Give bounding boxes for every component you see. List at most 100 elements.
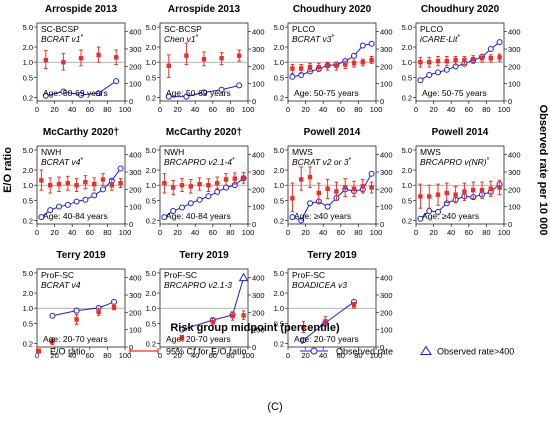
panel-title: Choudhury 2020	[293, 4, 372, 15]
x-tick-label: 100	[370, 351, 383, 360]
cohort-label: MWS	[292, 147, 313, 157]
x-tick-label: 0	[35, 105, 39, 114]
y-tick-label: 5.0	[23, 23, 33, 32]
eo-ratio-marker	[39, 178, 44, 183]
x-axis-label: Risk group midpoint (percentile)	[170, 322, 340, 334]
x-tick-label: 20	[301, 351, 309, 360]
panel-title: McCarthy 2020†	[43, 127, 119, 138]
y-tick-label: 0.5	[23, 319, 33, 328]
y2-tick-label: 100	[508, 203, 521, 212]
model-label: BRCAPRO v2.1-4*	[164, 157, 235, 167]
eo-ratio-marker	[488, 186, 493, 191]
eo-ratio-marker	[325, 63, 330, 68]
legend-label: Observed rate	[336, 347, 393, 357]
chart-panel: Arrospide 20130.20.51.02.05.001002003004…	[23, 4, 142, 114]
y2-tick-label: 0	[252, 220, 256, 229]
y2-tick-label: 300	[508, 168, 521, 177]
legend-item: Observed rate>400	[420, 345, 514, 357]
model-label: BCRAT v4	[41, 280, 81, 290]
eo-ratio-marker	[479, 187, 485, 193]
observed-rate-marker	[443, 66, 450, 73]
eo-ratio-marker	[241, 175, 246, 181]
y-tick-label: 5.0	[146, 23, 156, 32]
y-tick-label: 0.5	[402, 196, 412, 205]
model-label: BCRAT v4*	[41, 157, 84, 167]
eo-ratio-marker	[50, 339, 55, 344]
x-tick-label: 100	[119, 228, 132, 237]
eo-ratio-marker	[453, 192, 458, 197]
x-tick-label: 100	[119, 351, 132, 360]
y-tick-label: 0.5	[23, 73, 33, 82]
y2-tick-label: 400	[508, 28, 521, 37]
x-tick-label: 60	[209, 351, 217, 360]
y-tick-label: 2.0	[274, 289, 284, 298]
chart-panel: Powell 20140.20.51.02.05.001002003004000…	[402, 127, 521, 237]
observed-rate-marker	[359, 42, 366, 49]
eo-ratio-marker	[323, 319, 328, 324]
y-tick-label: 0.2	[274, 93, 284, 102]
x-tick-label: 100	[242, 228, 255, 237]
model-label: BCRAT v2 or 3*	[292, 157, 352, 167]
chart-panel: Choudhury 20200.20.51.02.05.001002003004…	[402, 4, 521, 114]
panel-title: Powell 2014	[432, 127, 489, 138]
eo-ratio-marker	[171, 185, 176, 190]
observed-rate-marker	[183, 93, 190, 100]
eo-ratio-marker	[351, 302, 357, 308]
observed-rate-marker	[324, 203, 331, 210]
y2-tick-label: 100	[252, 80, 265, 89]
y2-tick-label: 200	[129, 308, 142, 317]
y-tick-label: 5.0	[23, 146, 33, 155]
y2-tick-label: 300	[380, 291, 393, 300]
age-label: Age: 40-84 years	[43, 211, 108, 221]
x-tick-label: 60	[86, 228, 94, 237]
x-tick-label: 0	[286, 351, 290, 360]
x-tick-label: 20	[173, 105, 181, 114]
y-tick-label: 0.5	[274, 319, 284, 328]
model-label: BRCAPRO v(NR)*	[420, 157, 490, 167]
observed-rate-marker	[60, 88, 67, 95]
x-tick-label: 40	[68, 351, 76, 360]
x-tick-label: 20	[429, 228, 437, 237]
eo-ratio-marker	[334, 63, 339, 68]
y-tick-label: 1.0	[146, 181, 156, 190]
age-label: Age: ≥40 years	[422, 211, 479, 221]
eo-ratio-marker	[316, 64, 321, 70]
y2-tick-label: 100	[252, 203, 265, 212]
eo-ratio-marker	[299, 177, 304, 182]
cohort-label: NWH	[41, 147, 61, 157]
x-tick-label: 20	[50, 351, 58, 360]
eo-ratio-marker	[488, 56, 493, 61]
y2-tick-label: 200	[380, 185, 393, 194]
y-tick-label: 5.0	[146, 269, 156, 278]
observed-rate-line	[41, 168, 122, 218]
y2-tick-label: 100	[129, 326, 142, 335]
observed-rate-marker	[82, 196, 89, 203]
y2-tick-label: 300	[380, 168, 393, 177]
eo-ratio-marker	[334, 189, 339, 194]
model-label: BOADICEA v3	[292, 280, 347, 290]
x-tick-label: 80	[226, 351, 234, 360]
eo-ratio-marker	[48, 183, 53, 188]
x-tick-label: 100	[498, 105, 511, 114]
observed-rate-marker	[435, 69, 441, 76]
eo-ratio-marker	[96, 52, 101, 58]
x-tick-label: 40	[319, 105, 327, 114]
y2-tick-label: 400	[380, 274, 393, 283]
y2-tick-label: 300	[252, 291, 265, 300]
eo-ratio-marker	[307, 174, 313, 180]
observed-rate-marker	[214, 188, 221, 195]
y-tick-label: 2.0	[23, 166, 33, 175]
x-tick-label: 40	[191, 105, 199, 114]
eo-ratio-marker	[100, 177, 106, 182]
eo-ratio-marker	[162, 180, 167, 186]
observed-rate-line	[181, 277, 245, 331]
eo-ratio-marker	[325, 186, 330, 191]
y2-tick-label: 400	[380, 151, 393, 160]
x-tick-label: 0	[286, 228, 290, 237]
observed-rate-line	[292, 43, 372, 78]
eo-ratio-marker	[201, 56, 207, 62]
x-tick-label: 100	[242, 351, 255, 360]
eo-ratio-marker	[210, 319, 215, 325]
cohort-label: ProF-SC	[292, 270, 325, 280]
